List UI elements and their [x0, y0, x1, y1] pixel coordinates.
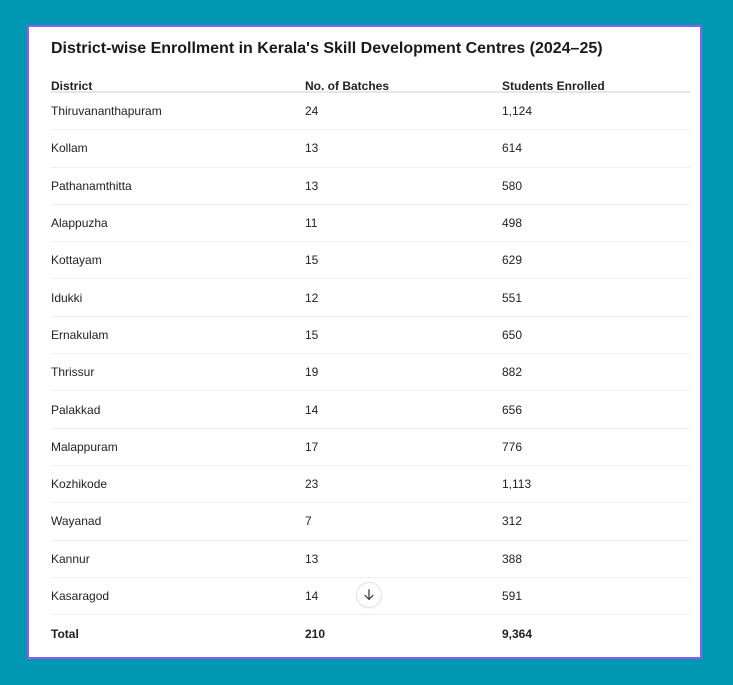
- district-cell: Kannur: [51, 551, 90, 566]
- district-cell: Idukki: [51, 290, 83, 305]
- students-cell: 551: [502, 290, 523, 305]
- batches-cell: 7: [305, 514, 312, 529]
- scroll-down-button[interactable]: [356, 582, 382, 608]
- table-card: District-wise Enrollment in Kerala's Ski…: [27, 25, 702, 659]
- table-row: Kollam 13 614: [51, 130, 690, 168]
- table-row: Ernakulam 15 650: [51, 317, 690, 355]
- district-cell: Kasaragod: [51, 589, 110, 603]
- students-cell: 650: [502, 327, 523, 342]
- batches-cell: 24: [305, 104, 319, 119]
- batches-cell: 14: [305, 589, 319, 603]
- table-row: Palakkad 14 656: [51, 391, 690, 429]
- table-row: Thrissur 19 882: [51, 354, 690, 392]
- district-cell: Palakkad: [51, 402, 101, 417]
- students-cell: 776: [502, 439, 523, 454]
- column-header-batches: No. of Batches: [305, 79, 390, 93]
- students-cell: 1,113: [502, 477, 532, 492]
- students-cell: 591: [502, 589, 523, 603]
- students-cell: 656: [502, 402, 523, 417]
- enrollment-table: District No. of Batches Students Enrolle…: [51, 69, 690, 652]
- district-cell: Kottayam: [51, 253, 102, 268]
- page-title: District-wise Enrollment in Kerala's Ski…: [51, 40, 603, 57]
- batches-cell: 17: [305, 439, 319, 454]
- batches-cell: 13: [305, 178, 319, 193]
- students-cell: 388: [502, 551, 523, 566]
- students-cell: 1,124: [502, 104, 533, 119]
- column-header-students: Students Enrolled: [502, 79, 605, 93]
- column-header-district: District: [51, 79, 93, 93]
- total-students: 9,364: [502, 626, 533, 641]
- table-row: Kozhikode 23 1,113: [51, 466, 690, 504]
- batches-cell: 23: [305, 477, 319, 492]
- table-row: Kasaragod 14 591: [51, 578, 690, 616]
- total-batches: 210: [305, 626, 326, 641]
- batches-cell: 12: [305, 290, 319, 305]
- arrow-down-icon: [364, 589, 374, 600]
- district-cell: Pathanamthitta: [51, 178, 132, 193]
- district-cell: Wayanad: [51, 514, 102, 529]
- students-cell: 882: [502, 365, 523, 380]
- table-header-row: District No. of Batches Students Enrolle…: [51, 69, 690, 93]
- table-row: Kannur 13 388: [51, 541, 690, 578]
- table-row: Idukki 12 551: [51, 279, 690, 317]
- district-cell: Malappuram: [51, 439, 118, 454]
- students-cell: 312: [502, 514, 523, 529]
- district-cell: Alappuzha: [51, 216, 108, 231]
- district-cell: Thiruvananthapuram: [51, 104, 162, 119]
- district-cell: Thrissur: [51, 365, 95, 380]
- batches-cell: 15: [305, 253, 319, 268]
- students-cell: 629: [502, 253, 523, 268]
- batches-cell: 13: [305, 551, 319, 566]
- batches-cell: 15: [305, 327, 319, 342]
- district-cell: Ernakulam: [51, 327, 109, 342]
- table-row: Thiruvananthapuram 24 1,124: [51, 93, 690, 131]
- batches-cell: 19: [305, 365, 319, 380]
- students-cell: 498: [502, 216, 523, 231]
- table-row: Kottayam 15 629: [51, 242, 690, 280]
- table-row: Malappuram 17 776: [51, 429, 690, 466]
- district-cell: Kozhikode: [51, 477, 108, 492]
- table-row: Alappuzha 11 498: [51, 205, 690, 243]
- total-label: Total: [51, 626, 79, 641]
- table-total-row: Total 210 9,364: [51, 615, 690, 652]
- table-row: Wayanad 7 312: [51, 503, 690, 541]
- table-row: Pathanamthitta 13 580: [51, 168, 690, 205]
- students-cell: 580: [502, 178, 523, 193]
- batches-cell: 11: [305, 216, 318, 231]
- students-cell: 614: [502, 141, 523, 156]
- batches-cell: 13: [305, 141, 319, 156]
- batches-cell: 14: [305, 402, 319, 417]
- district-cell: Kollam: [51, 141, 88, 156]
